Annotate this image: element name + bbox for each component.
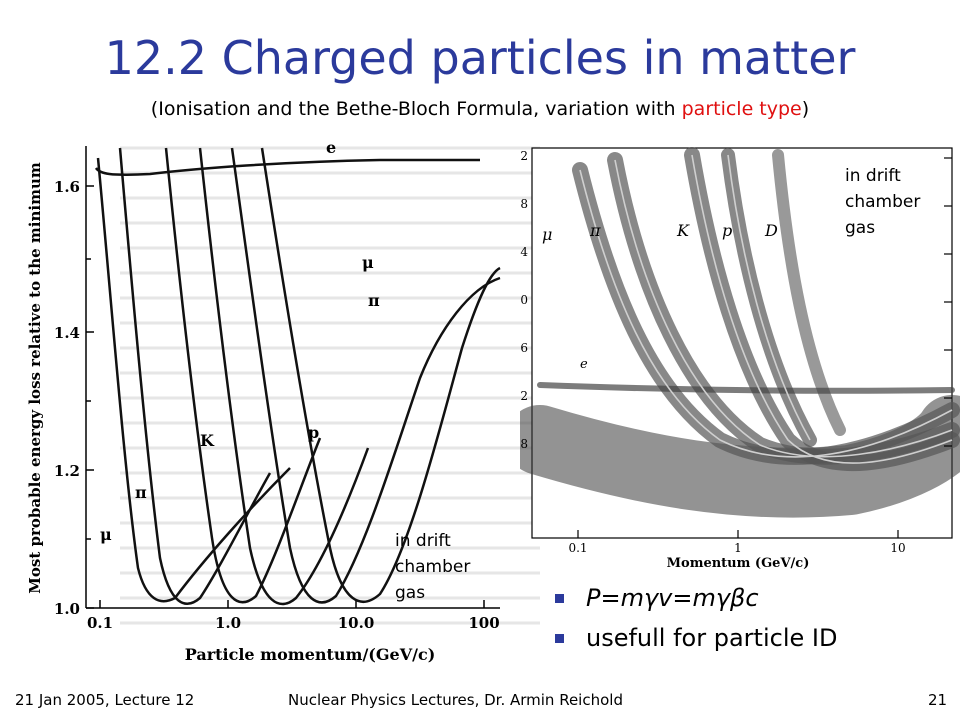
footer-page-number: 21 — [928, 691, 948, 709]
curve-label-pi-lower: π — [135, 483, 147, 502]
left-x-tick: 1.0 — [215, 614, 241, 632]
bullet-text: usefull for particle ID — [586, 624, 838, 652]
band-label-D: D — [764, 221, 778, 240]
left-x-tick: 0.1 — [87, 614, 113, 632]
right-y-tick: 28 — [520, 197, 528, 211]
bullet-square-icon — [555, 634, 564, 643]
right-y-tick: 32 — [520, 149, 528, 163]
curve-label-mu-lower: μ — [100, 525, 112, 544]
right-y-tick: 24 — [520, 245, 528, 259]
right-y-tick: 20 — [520, 293, 528, 307]
left-x-tick: 100 — [468, 614, 499, 632]
bullet-square-icon — [555, 594, 564, 603]
annotation-line: gas — [395, 583, 426, 603]
curve-e — [94, 158, 480, 176]
right-x-label: Momentum (GeV/c) — [667, 556, 810, 570]
footer-course: Nuclear Physics Lectures, Dr. Armin Reic… — [288, 691, 623, 709]
annotation-drift-chamber-left: in drift chamber gas — [395, 528, 470, 606]
left-y-tick: 1.4 — [54, 324, 80, 342]
subtitle-highlight: particle type — [681, 98, 802, 120]
subtitle-post: ) — [801, 98, 810, 120]
momentum-formula: P=mγv=mγβc — [586, 584, 759, 612]
slide-subtitle: (Ionisation and the Bethe-Bloch Formula,… — [0, 96, 960, 122]
curve-label-mu: μ — [362, 253, 374, 272]
annotation-line: chamber — [845, 192, 921, 212]
curve-pi-lower — [118, 147, 272, 605]
curve-label-pi: π — [368, 291, 380, 310]
annotation-line: in drift — [395, 531, 451, 551]
curve-label-p: p — [308, 423, 319, 442]
curve-label-K: K — [200, 431, 215, 450]
left-y-tick: 1.6 — [54, 178, 80, 196]
right-x-tick: 0.1 — [568, 541, 587, 555]
curve-label-e: e — [326, 138, 336, 157]
energy-loss-plot: 1.0 1.2 1.4 1.6 0.1 1.0 10.0 100 Particl… — [26, 138, 540, 664]
bullet-list: P=mγv=mγβc usefull for particle ID — [552, 578, 952, 658]
curve-pi-upper — [230, 147, 501, 604]
right-y-tick: 12 — [520, 389, 528, 403]
left-y-tick: 1.2 — [54, 462, 80, 480]
band-label-pi: π — [589, 221, 601, 240]
band-label-K: K — [676, 221, 690, 240]
left-y-tick: 1.0 — [54, 600, 80, 618]
bullet-item: usefull for particle ID — [552, 618, 952, 658]
right-y-tick: 8 — [520, 437, 528, 451]
band-label-p: p — [722, 221, 732, 240]
annotation-line: in drift — [845, 166, 901, 186]
right-x-tick: 1 — [734, 541, 742, 555]
right-x-tick: 10 — [890, 541, 905, 555]
fit-curves — [579, 154, 953, 464]
bullet-item: P=mγv=mγβc — [552, 578, 952, 618]
annotation-line: chamber — [395, 557, 471, 577]
curve-mu-upper — [260, 147, 501, 603]
curve-mu-lower — [96, 157, 291, 603]
left-x-label: Particle momentum/(GeV/c) — [185, 645, 436, 664]
subtitle-pre: (Ionisation and the Bethe-Bloch Formula,… — [150, 98, 682, 120]
annotation-drift-chamber-right: in drift chamber gas — [845, 163, 920, 241]
band-label-mu: μ — [542, 225, 552, 244]
slide-title: 12.2 Charged particles in matter — [104, 31, 856, 85]
left-y-label: Most probable energy loss relative to th… — [26, 162, 44, 594]
left-x-tick: 10.0 — [338, 614, 375, 632]
curve-K — [164, 147, 322, 604]
dedx-scatter-plot: 32 28 24 20 16 12 8 0.1 1 10 Momentum (G… — [520, 147, 960, 570]
right-y-tick: 16 — [520, 341, 528, 355]
annotation-line: gas — [845, 218, 876, 238]
band-label-e: e — [580, 357, 588, 372]
footer-date: 21 Jan 2005, Lecture 12 — [15, 691, 195, 709]
